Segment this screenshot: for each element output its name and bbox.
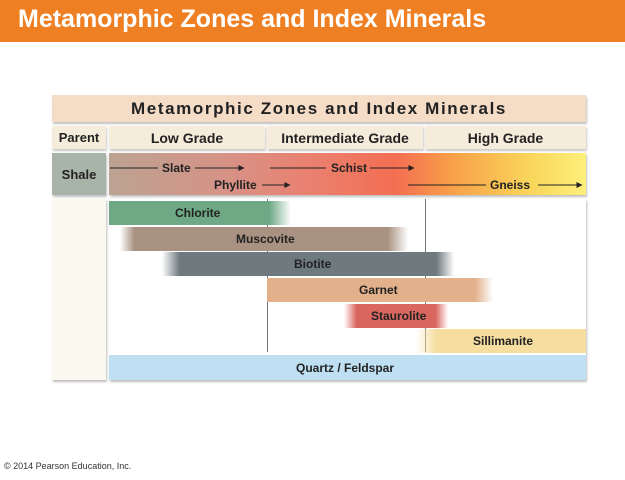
slide-title: Metamorphic Zones and Index Minerals (18, 5, 487, 33)
mineral-bar-quartz-feldspar: Quartz / Feldspar (109, 355, 586, 380)
mineral-bar-staurolite: Staurolite (344, 304, 448, 328)
mineral-bar-muscovite: Muscovite (120, 227, 408, 251)
diagram-title: Metamorphic Zones and Index Minerals (52, 95, 586, 122)
low-grade-header: Low Grade (109, 126, 265, 149)
copyright-notice: © 2014 Pearson Education, Inc. (4, 461, 132, 471)
rock-sequence-band (109, 153, 586, 195)
intermediate-grade-header: Intermediate Grade (267, 126, 423, 149)
parent-header: Parent (52, 126, 106, 149)
parent-rock-shale: Shale (52, 153, 106, 195)
metamorphic-zones-diagram: Metamorphic Zones and Index Minerals Par… (50, 93, 588, 383)
mineral-bar-sillimanite: Sillimanite (416, 329, 586, 353)
rock-label-schist: Schist (331, 161, 368, 175)
parent-column (52, 199, 106, 380)
mineral-bar-chlorite: Chlorite (109, 201, 291, 225)
rock-label-phyllite: Phyllite (214, 178, 257, 192)
mineral-bar-biotite: Biotite (162, 252, 454, 276)
rock-label-slate: Slate (162, 161, 191, 175)
rock-sequence-arrows (110, 165, 583, 188)
high-grade-header: High Grade (425, 126, 586, 149)
mineral-bar-garnet: Garnet (267, 278, 493, 302)
rock-label-gneiss: Gneiss (490, 178, 531, 192)
slide-header: Metamorphic Zones and Index Minerals (0, 0, 625, 42)
